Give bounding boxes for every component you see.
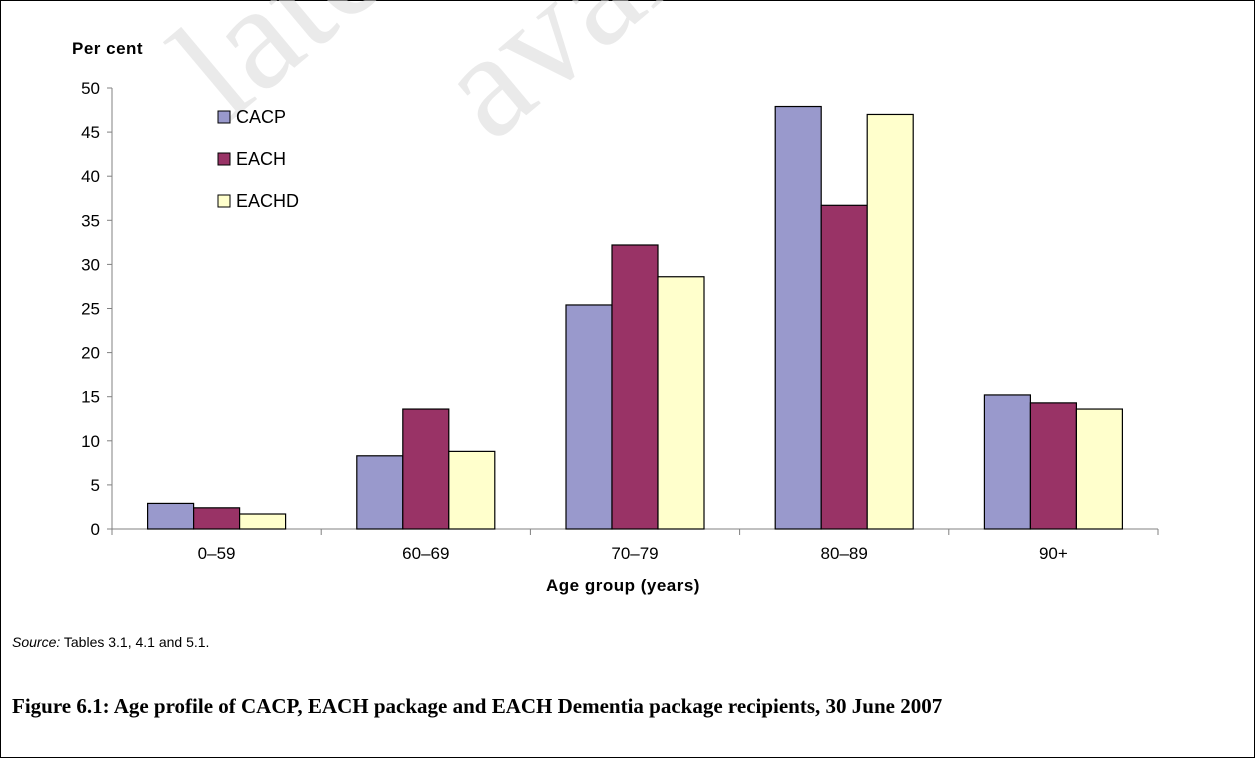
bar-cacp — [147, 502, 195, 530]
x-tick-label: 90+ — [1039, 544, 1068, 563]
bar-eachd — [448, 450, 496, 530]
bars-group — [147, 105, 1124, 530]
source-text: Tables 3.1, 4.1 and 5.1. — [60, 634, 210, 650]
y-tick-label: 5 — [91, 476, 100, 495]
legend: CACP EACH EACHD — [217, 107, 299, 211]
y-tick-label: 30 — [81, 255, 100, 274]
y-tick-label: 10 — [81, 432, 100, 451]
x-tick-label: 60–69 — [402, 544, 449, 563]
bar-eachd — [1075, 408, 1124, 530]
legend-label-cacp: CACP — [236, 107, 286, 127]
y-axis: 0 5 10 15 20 25 30 35 40 45 50 — [81, 79, 113, 539]
y-tick-label: 15 — [81, 388, 100, 407]
legend-label-each: EACH — [236, 149, 286, 169]
source-note: Source: Tables 3.1, 4.1 and 5.1. — [12, 634, 209, 650]
bar-eachd — [657, 276, 705, 530]
x-tick-label: 0–59 — [198, 544, 236, 563]
y-tick-label: 35 — [81, 211, 100, 230]
bar-each — [820, 204, 868, 530]
x-tick-label: 70–79 — [611, 544, 658, 563]
bar-chart: Per cent 0 5 10 15 20 25 30 35 40 45 50 0–59 60–69 7… — [72, 39, 1159, 595]
y-tick-label: 20 — [81, 344, 100, 363]
bar-each — [193, 507, 241, 530]
bar-cacp — [983, 394, 1032, 530]
bar-each — [402, 408, 450, 530]
figure-caption: Figure 6.1: Age profile of CACP, EACH pa… — [12, 694, 943, 718]
x-axis: 0–59 60–69 70–79 80–89 90+ — [111, 528, 1159, 563]
y-tick-label: 50 — [81, 79, 100, 98]
source-label: Source: — [12, 634, 61, 650]
bar-eachd — [866, 113, 914, 530]
bar-cacp — [356, 455, 404, 530]
bar-cacp — [565, 304, 613, 530]
y-tick-label: 40 — [81, 167, 100, 186]
bar-eachd — [239, 513, 287, 530]
x-axis-label: Age group (years) — [546, 576, 700, 595]
y-tick-label: 0 — [91, 520, 100, 539]
bar-each — [1029, 402, 1078, 530]
legend-swatch-each — [217, 152, 231, 166]
x-tick-label: 80–89 — [821, 544, 868, 563]
y-tick-label: 45 — [81, 123, 100, 142]
legend-label-eachd: EACHD — [236, 191, 299, 211]
legend-swatch-cacp — [217, 110, 231, 124]
legend-swatch-eachd — [217, 194, 231, 208]
bar-each — [611, 244, 659, 530]
bar-cacp — [774, 105, 822, 530]
y-axis-label: Per cent — [72, 39, 143, 58]
y-tick-label: 25 — [81, 300, 100, 319]
